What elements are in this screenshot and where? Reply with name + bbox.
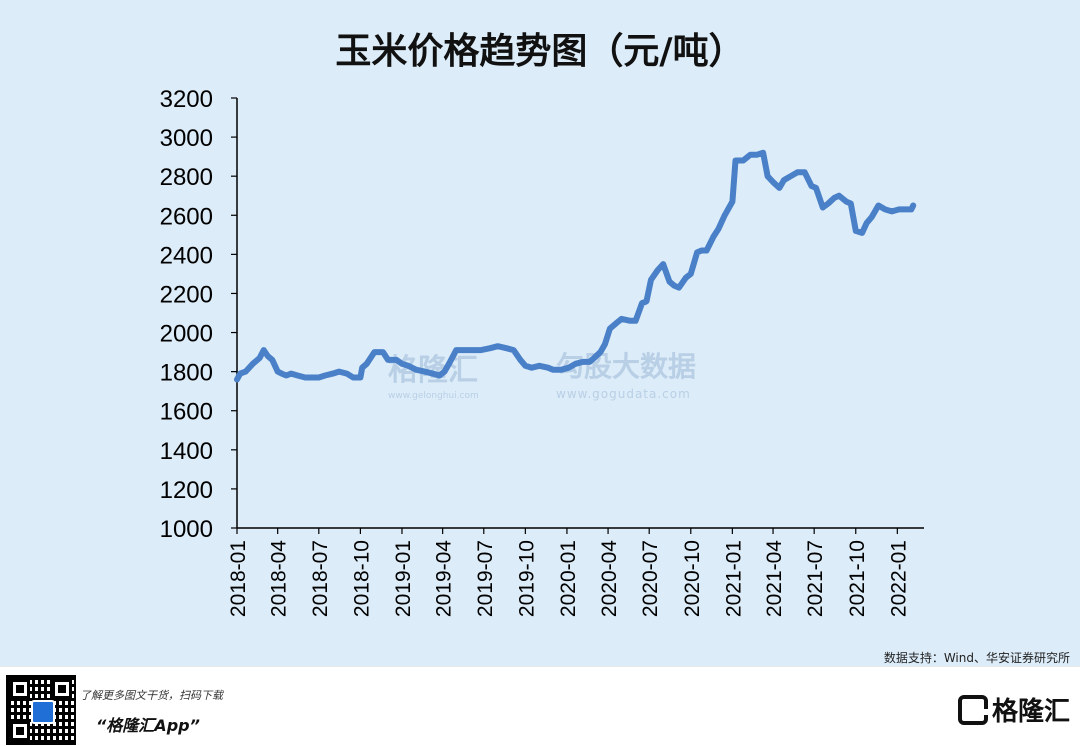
y-tick-label: 1000 [160, 516, 213, 543]
y-tick-label: 3200 [160, 86, 213, 113]
x-tick-label: 2020-04 [598, 540, 621, 617]
y-tick-label: 1200 [160, 477, 213, 504]
x-tick-label: 2019-04 [433, 540, 456, 617]
y-tick-label: 2800 [160, 164, 213, 191]
x-tick-label: 2021-04 [763, 540, 786, 617]
x-tick-label: 2021-10 [846, 540, 869, 617]
y-tick-label: 2000 [160, 321, 213, 348]
qr-finder-bottom-left [10, 721, 30, 741]
series-line [234, 149, 917, 383]
x-tick-label: 2018-04 [268, 540, 291, 617]
x-tick-label: 2019-10 [515, 540, 538, 617]
x-tick-label: 2018-07 [309, 540, 332, 617]
footer-divider [0, 666, 1080, 667]
brand-g-icon [957, 694, 988, 725]
y-tick-label: 1400 [160, 438, 213, 465]
x-tick-label: 2019-07 [474, 540, 497, 617]
brand-text: 格隆汇 [991, 697, 1070, 727]
qr-finder-top-left [10, 679, 30, 699]
source-note: 数据支持：Wind、华安证券研究所 [883, 651, 1070, 665]
qr-finder-top-right [52, 679, 72, 699]
footer-tagline: 了解更多图文干货，扫码下载 [80, 689, 223, 702]
y-tick-label: 2200 [160, 281, 213, 308]
x-tick-label: 2020-01 [557, 540, 580, 617]
x-tick-label: 2018-01 [227, 540, 250, 617]
chart-area: 玉米价格趋势图（元/吨） 格隆汇 www.gelonghui.com 勾股大数据… [160, 31, 1070, 665]
x-tick-label: 2020-10 [681, 540, 704, 617]
qr-code[interactable] [6, 675, 76, 745]
chart-title: 玉米价格趋势图（元/吨） [335, 31, 745, 72]
x-tick-label: 2022-01 [887, 540, 910, 617]
y-tick-label: 3000 [160, 125, 213, 152]
y-tick-label: 1800 [160, 360, 213, 387]
qr-logo-icon [31, 700, 55, 724]
y-tick-label: 2600 [160, 203, 213, 230]
y-tick-label: 1600 [160, 399, 213, 426]
footer-bar: 了解更多图文干货，扫码下载 “格隆汇App” 格隆汇 [0, 667, 1080, 746]
y-tick-label: 2400 [160, 242, 213, 269]
footer-app-name[interactable]: “格隆汇App” [96, 716, 200, 735]
x-tick-label: 2021-07 [804, 540, 827, 617]
brand-logo: 格隆汇 [957, 691, 1070, 728]
x-tick-label: 2021-01 [722, 540, 745, 617]
x-tick-label: 2018-10 [350, 540, 373, 617]
x-tick-label: 2020-07 [639, 540, 662, 617]
x-tick-label: 2019-01 [392, 540, 415, 617]
line-chart: 1000 1200 1400 1600 1800 2000 2200 2400 2600 2800… [160, 86, 924, 617]
